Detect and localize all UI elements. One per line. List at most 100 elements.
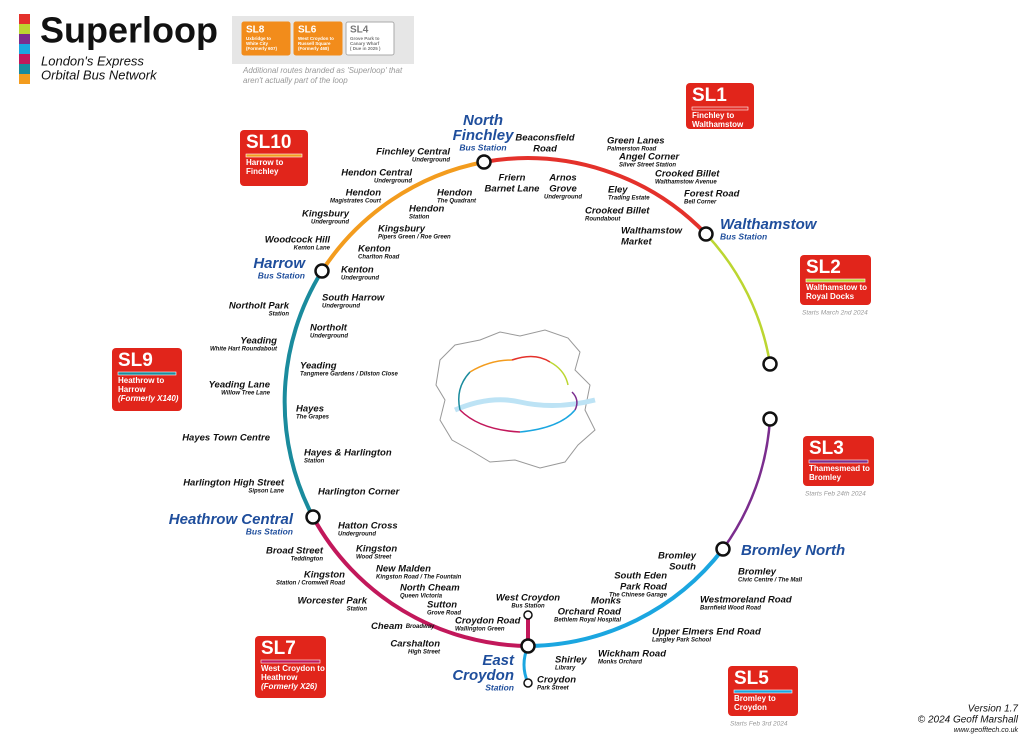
stop-name: Bromley	[738, 567, 777, 578]
key-square	[19, 64, 30, 74]
sl2-line	[705, 233, 772, 365]
key-square	[19, 14, 30, 24]
stop-name: Westmoreland Road	[700, 595, 792, 606]
route-note: Starts Feb 3rd 2024	[730, 721, 788, 728]
stop-name: Crooked Billet	[585, 206, 650, 217]
extra-route-desc: Canary Wharf	[350, 41, 380, 46]
stop-sub: Wallington Green	[455, 627, 505, 633]
stop-sub: Langley Park School	[652, 638, 711, 644]
sl1-line	[483, 156, 708, 236]
route-desc: (Formerly X26)	[261, 682, 317, 691]
extra-route-box	[241, 21, 291, 56]
stop-sub: Teddington	[291, 557, 324, 563]
color-key	[19, 14, 30, 84]
stop-name: Woodcock Hill	[265, 235, 331, 246]
subtitle: London's Express	[41, 53, 144, 68]
stop-name: Market	[621, 237, 652, 248]
stop-sub: Station	[347, 607, 368, 613]
hub-sub: Station	[485, 682, 514, 692]
stop-name: Cheam	[371, 621, 403, 632]
extra-route-code: SL8	[246, 25, 265, 36]
route-desc: (Formerly X140)	[118, 394, 179, 403]
stop-name: Hendon	[346, 188, 382, 199]
hub-sub: Bus Station	[258, 270, 305, 280]
stop-name: Upper Elmers End Road	[652, 627, 761, 638]
stop-name: Kingsbury	[378, 224, 426, 235]
route-color-bar	[260, 659, 321, 664]
sl3-line	[721, 418, 772, 550]
stop-name: Kingsbury	[302, 209, 350, 220]
stop-sub: Station	[409, 215, 430, 221]
stop-sub: Bethlem Royal Hospital	[554, 618, 621, 624]
route-desc: Royal Docks	[806, 292, 855, 301]
extra-route-desc: Russell Square	[298, 41, 331, 46]
stop-name: Arnos	[548, 173, 576, 184]
route-code: SL3	[809, 438, 844, 459]
title: Superloop	[40, 10, 218, 51]
stop-name: Hayes & Harlington	[304, 448, 392, 459]
stop-name: Finchley Central	[376, 147, 450, 158]
route-code: SL9	[118, 350, 153, 371]
route-desc: Bromley to	[734, 694, 776, 703]
stop-name: North Cheam	[400, 583, 460, 594]
stop-sub: Barnfield Wood Road	[700, 606, 761, 612]
stop-name: Worcester Park	[297, 596, 367, 607]
stop-sub: Roundabout	[585, 217, 621, 223]
hub-name: Heathrow Central	[169, 511, 294, 528]
route-code: SL2	[806, 257, 841, 278]
stop-sub: Kingston Road / The Fountain	[376, 575, 462, 581]
stop-name: Green Lanes	[607, 136, 665, 147]
route-desc: Finchley to	[692, 111, 734, 120]
route-color-bar	[733, 689, 793, 694]
sl9-line	[282, 269, 324, 518]
stop-sub: Willow Tree Lane	[221, 391, 271, 397]
extra-route-desc: (Formerly 607)	[246, 46, 278, 51]
stop-sub: Queen Victoria	[400, 594, 443, 600]
thames	[454, 397, 596, 413]
stop-name: Croydon Road	[455, 616, 521, 627]
stop-name: Wickham Road	[598, 649, 666, 660]
stop-sub: Bus Station	[511, 604, 545, 610]
inset-line	[571, 391, 578, 411]
stop-name: Kenton	[358, 244, 391, 255]
stop-sub: Underground	[310, 334, 348, 340]
stop-name: Hayes Town Centre	[182, 433, 271, 444]
stop-name: Orchard Road	[558, 607, 622, 618]
stop-name: Shirley	[555, 655, 587, 666]
extra-route-code: SL6	[298, 25, 317, 36]
sl7-line	[311, 516, 529, 648]
stop-name: Croydon	[537, 675, 576, 686]
inset-london	[435, 329, 596, 469]
stop-sub: Civic Centre / The Mall	[738, 578, 802, 584]
hub-name: Finchley	[453, 127, 515, 144]
sl10-line	[320, 160, 485, 273]
extra-route-box	[345, 21, 395, 56]
stop-sub: White Hart Roundabout	[210, 347, 278, 353]
stop-name: South	[669, 562, 696, 573]
stop-label: Cheam Broadway	[371, 621, 435, 632]
key-square	[19, 24, 30, 34]
stop-sub: Underground	[322, 304, 360, 310]
stop-name: Harlington Corner	[318, 487, 401, 498]
stop-name: Northolt	[310, 323, 348, 334]
route-desc: Bromley	[809, 473, 842, 482]
stop-name: Northolt Park	[229, 301, 290, 312]
route-code: SL10	[246, 132, 291, 153]
route-code: SL5	[734, 668, 769, 689]
extra-note: aren't actually part of the loop	[243, 76, 348, 85]
stop-name: Harlington High Street	[183, 478, 285, 489]
stop-name: South Harrow	[322, 293, 385, 304]
extra-note: Additional routes branded as 'Superloop'…	[242, 66, 403, 75]
stop-name: Beaconsfield	[515, 133, 574, 144]
stop-name: Kenton	[341, 265, 374, 276]
route-desc: Croydon	[734, 703, 767, 712]
stop-name: Road	[533, 144, 557, 155]
stop-sub: Trading Estate	[608, 196, 650, 202]
key-square	[19, 34, 30, 44]
route-desc: Walthamstow to	[806, 283, 867, 292]
stop-sub: Magistrates Court	[330, 199, 382, 205]
hub-marker	[698, 226, 714, 242]
stop-name: Yeading Lane	[209, 380, 271, 391]
extra-route-desc: Grove Park to	[350, 36, 380, 41]
